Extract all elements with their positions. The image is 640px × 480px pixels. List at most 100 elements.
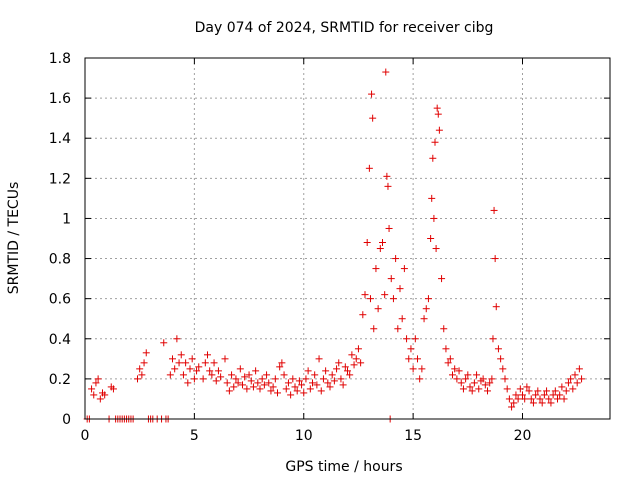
data-point xyxy=(265,379,273,387)
data-point xyxy=(190,375,198,383)
data-point xyxy=(434,110,442,118)
data-point xyxy=(489,335,497,343)
data-point xyxy=(532,391,540,399)
data-point xyxy=(422,305,430,313)
data-point xyxy=(578,375,586,383)
data-point xyxy=(319,375,327,383)
data-point xyxy=(435,126,443,134)
data-point xyxy=(527,395,535,403)
data-point xyxy=(306,385,314,393)
data-point xyxy=(267,387,275,395)
data-point xyxy=(169,355,176,363)
y-tick-labels: 0 0.2 0.4 0.6 0.8 1 1.2 1.4 1.6 1.8 xyxy=(49,51,71,428)
data-point xyxy=(243,385,251,393)
data-point xyxy=(453,375,461,383)
data-point xyxy=(536,395,544,403)
data-point xyxy=(497,355,505,363)
data-point xyxy=(188,355,196,363)
data-point xyxy=(427,235,435,242)
data-point xyxy=(416,375,424,383)
data-point xyxy=(204,351,211,359)
data-point xyxy=(315,355,323,363)
data-point xyxy=(545,395,553,403)
data-point xyxy=(171,365,179,373)
data-point xyxy=(389,295,397,303)
data-point xyxy=(333,365,341,373)
data-point xyxy=(505,395,513,403)
data-point xyxy=(475,385,483,393)
data-point xyxy=(160,339,168,347)
data-point xyxy=(488,375,496,383)
y-tick-label: 0 xyxy=(62,412,71,428)
data-point xyxy=(484,387,491,395)
data-point xyxy=(575,365,583,373)
data-point xyxy=(432,245,440,253)
data-point xyxy=(348,351,356,359)
data-point xyxy=(573,379,581,387)
data-point xyxy=(521,395,529,403)
data-point xyxy=(438,275,446,283)
y-tick-label: 1.8 xyxy=(49,51,71,67)
data-point xyxy=(444,359,452,367)
data-point xyxy=(420,315,428,323)
data-point xyxy=(381,291,389,299)
grid-lines xyxy=(85,58,610,419)
data-point xyxy=(462,375,470,383)
x-tick-label: 15 xyxy=(404,428,422,444)
x-tick-label: 20 xyxy=(514,428,532,444)
data-point xyxy=(430,214,438,222)
data-point xyxy=(466,383,474,391)
data-point xyxy=(455,367,463,375)
data-point xyxy=(313,381,321,389)
data-point xyxy=(508,403,516,411)
data-point xyxy=(335,359,343,367)
data-point xyxy=(512,391,520,399)
data-point xyxy=(560,395,568,403)
data-point xyxy=(138,371,146,379)
data-point xyxy=(134,375,141,383)
x-tick-label: 10 xyxy=(295,428,313,444)
data-point xyxy=(92,379,100,387)
data-point xyxy=(317,387,325,395)
data-point xyxy=(350,361,358,369)
data-point xyxy=(519,391,526,399)
y-tick-label: 1.4 xyxy=(49,131,71,147)
data-point xyxy=(254,379,262,387)
data-point xyxy=(221,355,229,363)
data-point xyxy=(361,291,369,299)
data-point xyxy=(260,381,268,389)
x-axis-label: GPS time / hours xyxy=(285,459,402,475)
data-point xyxy=(431,138,439,146)
data-point xyxy=(491,255,499,263)
data-point xyxy=(379,239,386,247)
data-point xyxy=(182,359,190,367)
data-point xyxy=(481,381,489,389)
plot-frame xyxy=(84,57,611,420)
data-point xyxy=(302,375,310,383)
data-point xyxy=(252,367,260,375)
data-point xyxy=(451,365,459,373)
data-point xyxy=(195,363,203,371)
data-point xyxy=(179,371,187,379)
x-tick-label: 0 xyxy=(81,428,90,444)
data-point xyxy=(534,387,542,395)
data-point xyxy=(140,359,148,367)
data-point xyxy=(446,355,454,363)
data-point xyxy=(184,379,192,387)
data-point xyxy=(382,68,390,76)
data-point xyxy=(263,371,271,379)
data-point xyxy=(554,395,561,403)
data-point xyxy=(291,383,299,391)
data-point xyxy=(492,303,500,311)
data-point xyxy=(269,383,277,391)
data-point xyxy=(352,355,360,363)
data-point xyxy=(166,371,174,379)
data-point xyxy=(396,285,404,293)
data-point xyxy=(298,381,306,389)
data-point xyxy=(175,359,183,367)
data-point xyxy=(510,399,518,407)
data-point xyxy=(304,367,312,375)
data-point xyxy=(433,104,441,112)
y-tick-label: 1.2 xyxy=(49,171,71,187)
